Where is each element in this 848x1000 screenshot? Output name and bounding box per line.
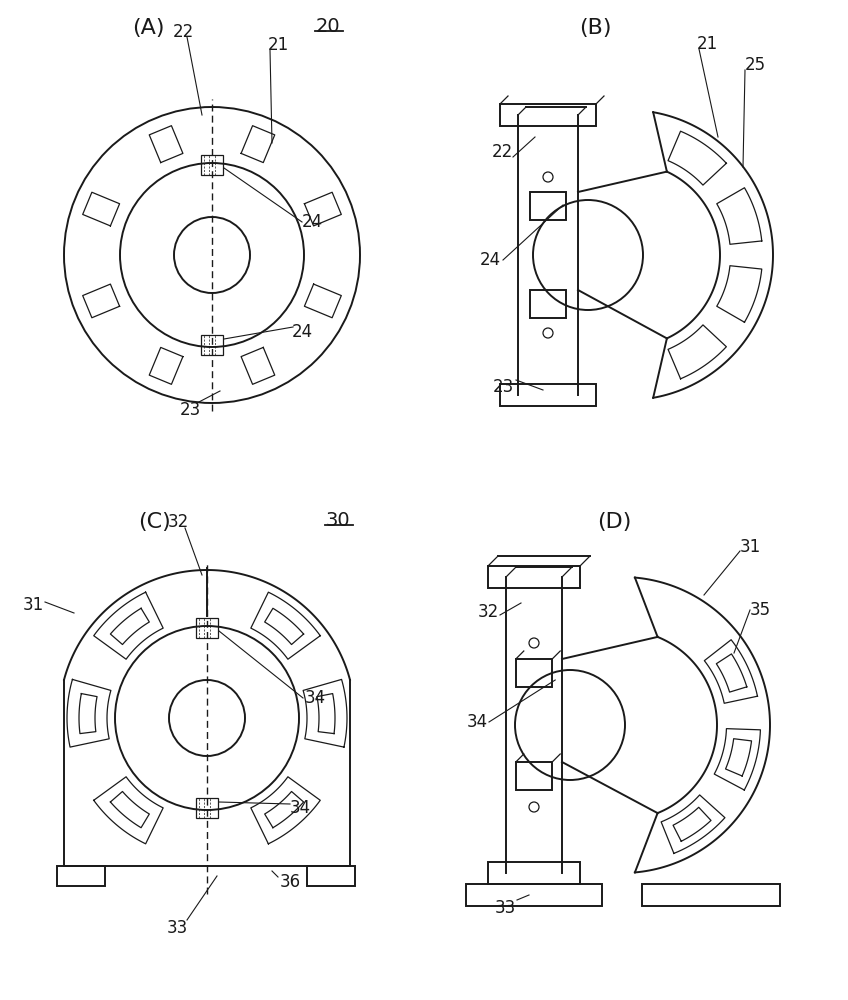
Bar: [201, 335, 223, 355]
Text: 23: 23: [493, 378, 514, 396]
Bar: [196, 618, 218, 638]
Bar: [642, 884, 780, 906]
Bar: [516, 762, 552, 790]
Text: 25: 25: [745, 56, 766, 74]
Text: 35: 35: [750, 601, 771, 619]
Text: 31: 31: [739, 538, 761, 556]
Bar: [500, 384, 596, 406]
Text: 33: 33: [166, 919, 187, 937]
Text: 21: 21: [267, 36, 288, 54]
Bar: [516, 659, 552, 687]
Text: 33: 33: [494, 899, 516, 917]
Text: 32: 32: [477, 603, 499, 621]
Bar: [466, 884, 602, 906]
Text: 22: 22: [491, 143, 513, 161]
Text: 24: 24: [301, 213, 322, 231]
Text: 20: 20: [315, 16, 340, 35]
Bar: [307, 866, 355, 886]
Text: 34: 34: [466, 713, 488, 731]
Bar: [57, 866, 105, 886]
Text: (B): (B): [578, 18, 611, 38]
Text: 21: 21: [696, 35, 717, 53]
Bar: [530, 192, 566, 220]
Text: 34: 34: [289, 799, 310, 817]
Text: 32: 32: [167, 513, 188, 531]
Text: 22: 22: [172, 23, 193, 41]
Text: 23: 23: [180, 401, 201, 419]
Bar: [488, 566, 580, 588]
Text: (C): (C): [138, 512, 171, 532]
Text: (D): (D): [597, 512, 631, 532]
Bar: [530, 290, 566, 318]
Bar: [196, 798, 218, 818]
Text: 34: 34: [304, 689, 326, 707]
Bar: [201, 155, 223, 175]
Text: 31: 31: [22, 596, 43, 614]
Text: (A): (A): [131, 18, 165, 38]
Text: 24: 24: [479, 251, 500, 269]
Text: 30: 30: [326, 510, 350, 530]
Text: 36: 36: [280, 873, 300, 891]
Bar: [500, 104, 596, 126]
Bar: [488, 862, 580, 884]
Text: 24: 24: [292, 323, 313, 341]
